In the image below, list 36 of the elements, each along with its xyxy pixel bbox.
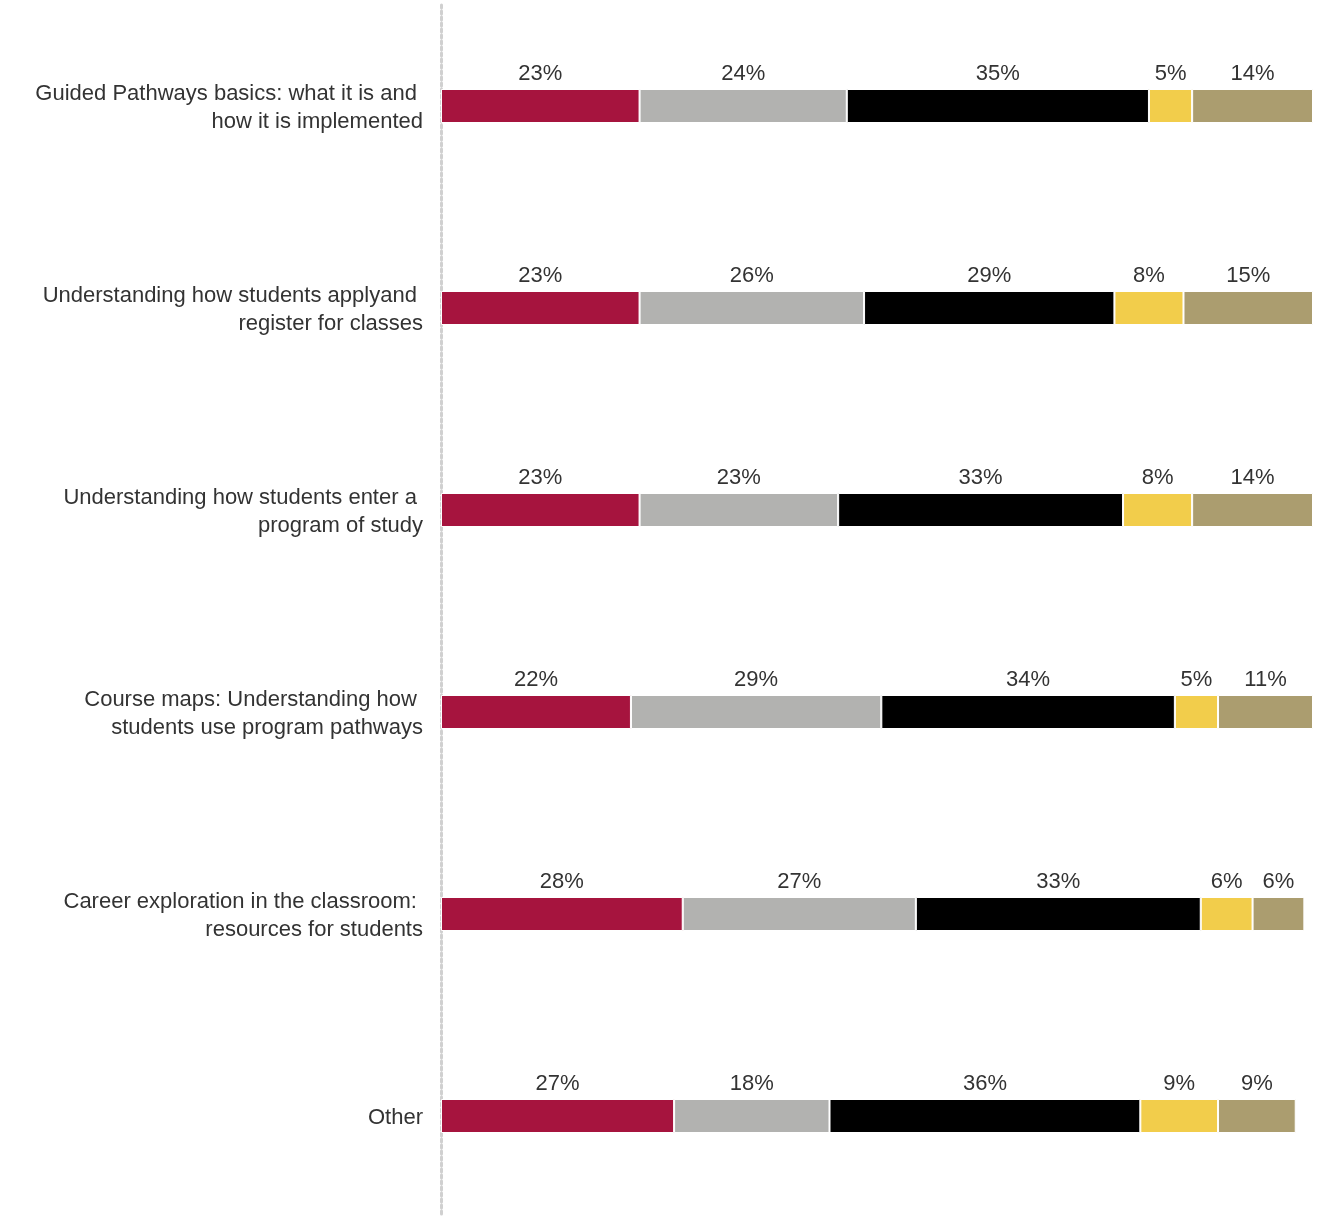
data-label: 9% (1240, 1069, 1273, 1095)
data-label: 5% (1154, 59, 1187, 85)
data-label: 33% (958, 463, 1003, 489)
data-label: 14% (1230, 59, 1275, 85)
data-label: 11% (1244, 665, 1287, 691)
data-label: 29% (734, 665, 779, 691)
data-label: 29% (967, 261, 1012, 287)
data-label: 22% (513, 665, 558, 691)
data-label: 28% (539, 867, 584, 893)
data-label: 9% (1163, 1069, 1196, 1095)
data-label: 35% (975, 59, 1020, 85)
y-tick-label: Course maps: Understanding how students use program pathways (84, 685, 423, 739)
data-label: 33% (1036, 867, 1081, 893)
y-tick-label: Guided Pathways basics: what it is and how it is implemented (35, 79, 423, 133)
data-label: 23% (518, 59, 563, 85)
data-label: 8% (1141, 463, 1174, 489)
data-label: 36% (962, 1069, 1007, 1095)
data-label: 5% (1180, 665, 1213, 691)
data-label: 34% (1006, 665, 1051, 691)
data-label: 6% (1262, 867, 1295, 893)
data-label: 15% (1226, 261, 1271, 287)
y-tick-label: Understanding how students applyand register for classes (42, 281, 423, 335)
data-label: 23% (716, 463, 761, 489)
data-label: 23% (518, 261, 563, 287)
data-label: 27% (535, 1069, 580, 1095)
data-label: 27% (777, 867, 822, 893)
data-label: 23% (518, 463, 563, 489)
y-tick-label: Other (367, 1103, 423, 1129)
y-tick-label: Career exploration in the classroom: resources for students (63, 887, 423, 941)
data-label: 24% (721, 59, 766, 85)
data-label: 6% (1210, 867, 1243, 893)
y-tick-label: Understanding how students enter a program of study (63, 483, 423, 537)
data-label: 18% (729, 1069, 774, 1095)
data-label: 8% (1133, 261, 1165, 287)
data-label: 26% (729, 261, 774, 287)
data-label: 14% (1230, 463, 1275, 489)
